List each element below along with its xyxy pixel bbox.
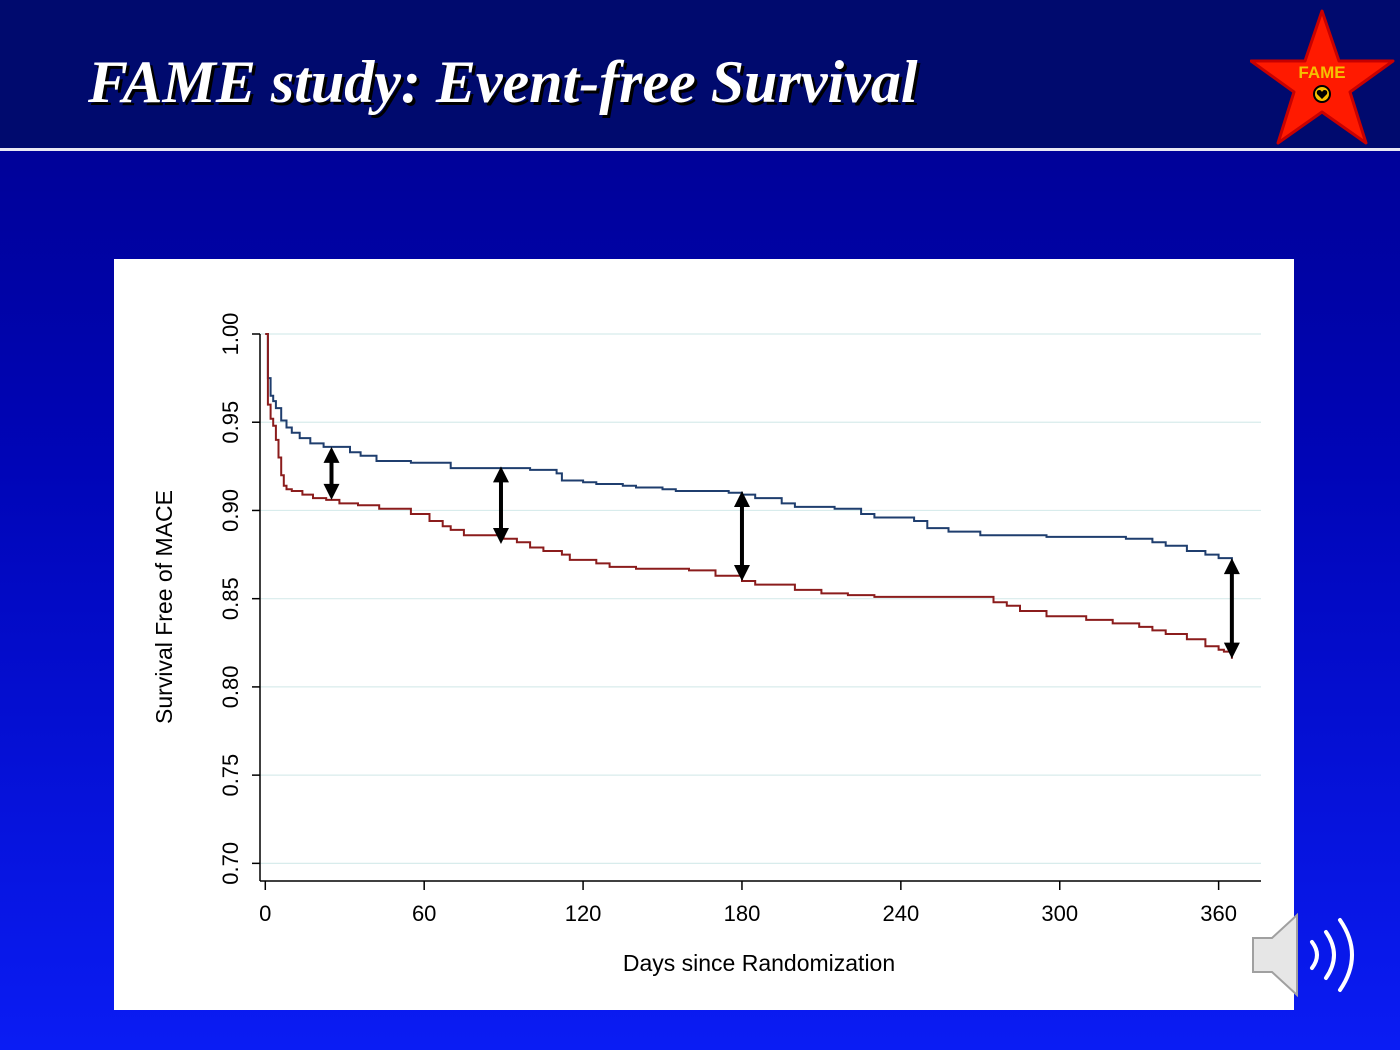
- ticks: 0.70 0.75 0.80 0.85 0.90 0.95 1.00 0 60 120 180 240…: [218, 313, 1237, 926]
- arrow-head-up: [1223, 558, 1240, 575]
- arrow-head-up: [733, 491, 750, 508]
- survival-curve-1: [265, 333, 1233, 560]
- x-axis-label: Days since Randomization: [623, 950, 895, 976]
- x-tick-label: 300: [1041, 901, 1078, 926]
- double-arrow: [492, 466, 509, 544]
- double-arrow: [1223, 558, 1240, 659]
- chart-panel: 0.70 0.75 0.80 0.85 0.90 0.95 1.00 0 60 120 180 240…: [114, 259, 1294, 1010]
- y-tick-label: 0.95: [218, 401, 243, 444]
- arrow-head-down: [323, 483, 340, 500]
- slide-title: FAME study: Event-free Survival: [88, 49, 918, 115]
- x-tick-label: 120: [565, 901, 602, 926]
- y-tick-label: 0.85: [218, 577, 243, 620]
- x-tick-label: 0: [259, 901, 271, 926]
- heart-icon: [1316, 90, 1328, 99]
- logo-text: FAME: [1298, 63, 1345, 82]
- x-tick-label: 240: [882, 901, 919, 926]
- y-tick-label: 1.00: [218, 313, 243, 356]
- sound-wave-large: [1338, 918, 1354, 992]
- y-tick-label: 0.80: [218, 665, 243, 708]
- survival-curve-2: [265, 333, 1233, 659]
- x-tick-label: 180: [724, 901, 761, 926]
- sound-wave-small: [1310, 940, 1319, 970]
- slide-header: [0, 0, 1400, 150]
- star-icon: [1250, 9, 1395, 145]
- x-tick-label: 360: [1200, 901, 1237, 926]
- arrow-head-down: [733, 565, 750, 582]
- arrow-head-up: [492, 466, 509, 483]
- fame-star-logo: FAME: [1250, 9, 1395, 145]
- y-tick-label: 0.90: [218, 489, 243, 532]
- annotations: [323, 446, 1240, 659]
- arrow-head-up: [323, 446, 340, 463]
- y-tick-label: 0.75: [218, 754, 243, 797]
- sound-wave-medium: [1324, 930, 1336, 980]
- speaker-body: [1252, 912, 1298, 998]
- x-tick-label: 60: [412, 901, 436, 926]
- header-divider: [0, 148, 1400, 151]
- arrow-head-down: [1223, 642, 1240, 659]
- arrow-head-down: [492, 527, 509, 544]
- axes: [259, 334, 1261, 882]
- double-arrow: [323, 446, 340, 500]
- gridlines: [260, 333, 1261, 864]
- double-arrow: [733, 491, 750, 582]
- survival-chart: 0.70 0.75 0.80 0.85 0.90 0.95 1.00 0 60 120 180 240…: [151, 313, 1261, 976]
- series: [265, 333, 1233, 659]
- y-axis-label: Survival Free of MACE: [151, 490, 177, 724]
- y-tick-label: 0.70: [218, 842, 243, 885]
- speaker-icon[interactable]: [1250, 910, 1365, 1000]
